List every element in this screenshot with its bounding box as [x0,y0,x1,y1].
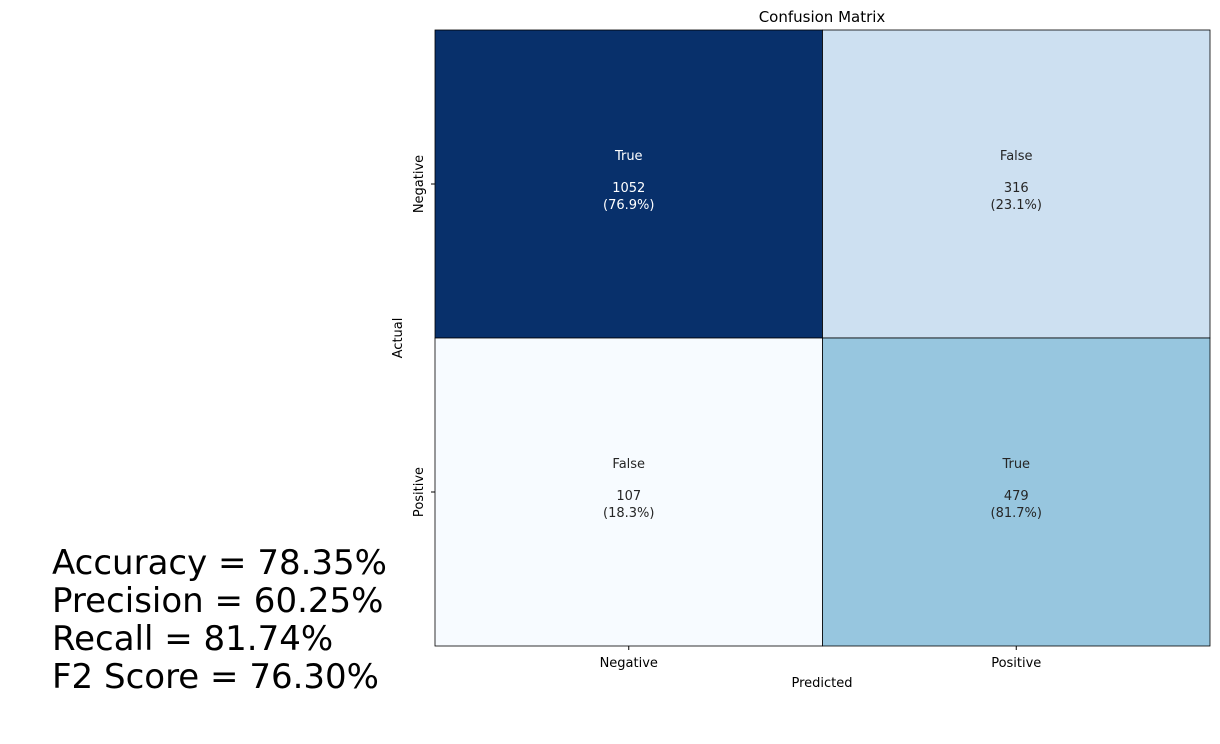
x-axis: Negative Positive [600,646,1041,671]
precision-metric: Precision = 60.25% [52,581,384,621]
cell-label: True [1001,457,1030,472]
y-axis-label: Actual [391,318,406,359]
cell-count: 1052 [612,181,645,196]
cell-percent: (76.9%) [603,198,654,213]
accuracy-metric: Accuracy = 78.35% [52,543,387,583]
heatmap-cell [822,29,1211,339]
cell-percent: (81.7%) [991,506,1042,521]
cell-label: False [612,457,645,472]
x-tick-label: Positive [991,656,1041,671]
cell-label: True [614,149,643,164]
heatmap-cell [822,337,1211,647]
metrics-panel: Accuracy = 78.35% Precision = 60.25% Rec… [52,544,387,696]
y-tick-label: Negative [412,155,427,213]
f2-score-metric: F2 Score = 76.30% [52,657,379,697]
cell-percent: (23.1%) [991,198,1042,213]
y-axis: Negative Positive [412,155,435,517]
y-tick-label: Positive [412,467,427,517]
cell-count: 316 [1004,181,1029,196]
cell-percent: (18.3%) [603,506,654,521]
x-axis-label: Predicted [791,676,852,691]
cell-count: 107 [616,489,641,504]
heatmap-grid: True 1052 (76.9%) False 316 (23.1%) False 107 (1… [434,29,1211,647]
x-tick-label: Negative [600,656,658,671]
cell-count: 479 [1004,489,1029,504]
chart-title: Confusion Matrix [759,8,886,26]
recall-metric: Recall = 81.74% [52,619,334,659]
cell-label: False [1000,149,1033,164]
